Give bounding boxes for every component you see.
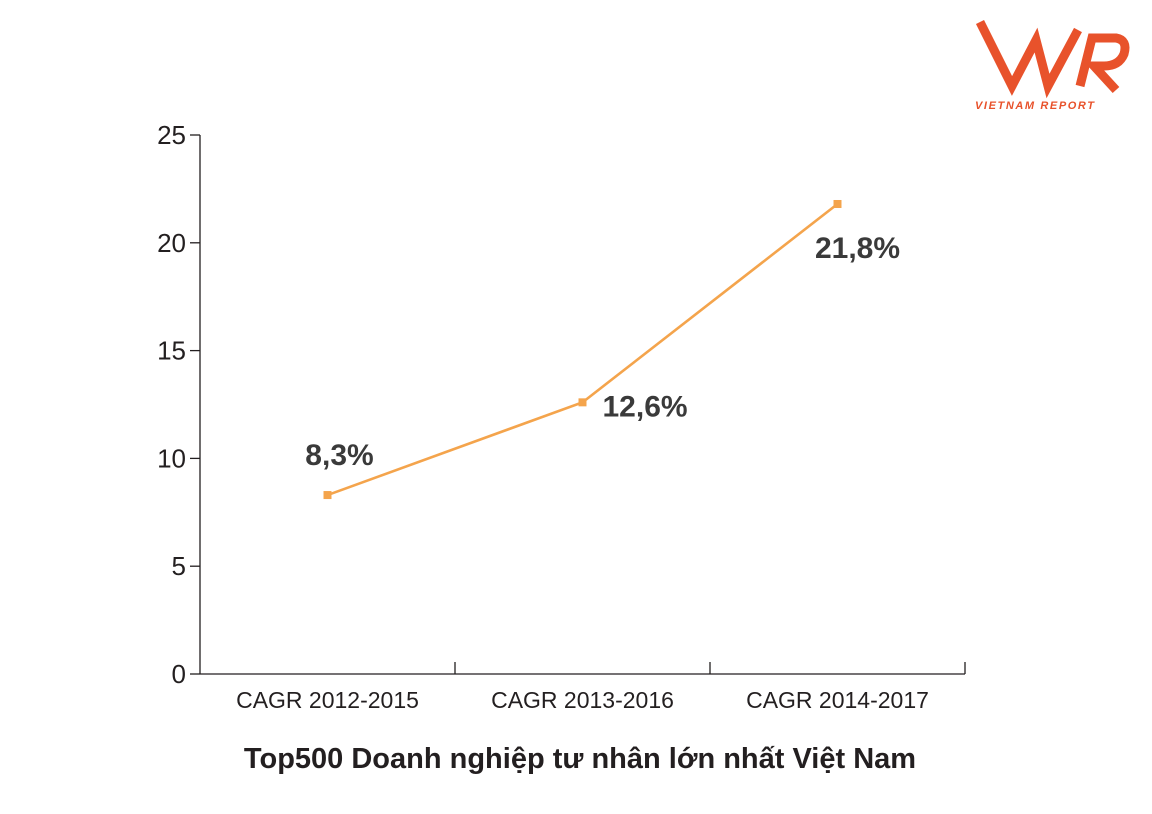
series <box>323 199 842 500</box>
series-line <box>327 202 839 497</box>
x-tick-label: CAGR 2013-2016 <box>491 687 674 713</box>
x-axis-title: Top500 Doanh nghiệp tư nhân lớn nhất Việ… <box>244 743 916 775</box>
y-ticks: 0 5 10 15 20 25 <box>157 120 200 689</box>
x-tick-label: CAGR 2014-2017 <box>746 687 929 713</box>
vnr-logo-mark <box>975 19 1130 99</box>
y-tick-label: 5 <box>172 551 186 581</box>
y-tick-label: 20 <box>157 228 186 258</box>
logo-caption: VIETNAM REPORT <box>975 100 1096 112</box>
data-point <box>833 199 842 208</box>
x-tick-label: CAGR 2012-2015 <box>236 687 419 713</box>
y-tick-label: 0 <box>172 659 186 689</box>
y-tick-label: 15 <box>157 336 186 366</box>
data-label: 21,8% <box>815 232 900 265</box>
data-label: 12,6% <box>603 390 688 423</box>
x-ticks: CAGR 2012-2015 CAGR 2013-2016 CAGR 2014-20… <box>236 662 966 713</box>
data-point <box>578 398 587 407</box>
data-point <box>323 491 332 500</box>
data-label: 8,3% <box>305 439 373 472</box>
y-tick-label: 10 <box>157 443 186 473</box>
vnr-logo: VIETNAM REPORT <box>975 19 1130 112</box>
y-tick-label: 25 <box>157 120 186 150</box>
data-labels: 8,3% 12,6% 21,8% <box>305 232 900 472</box>
